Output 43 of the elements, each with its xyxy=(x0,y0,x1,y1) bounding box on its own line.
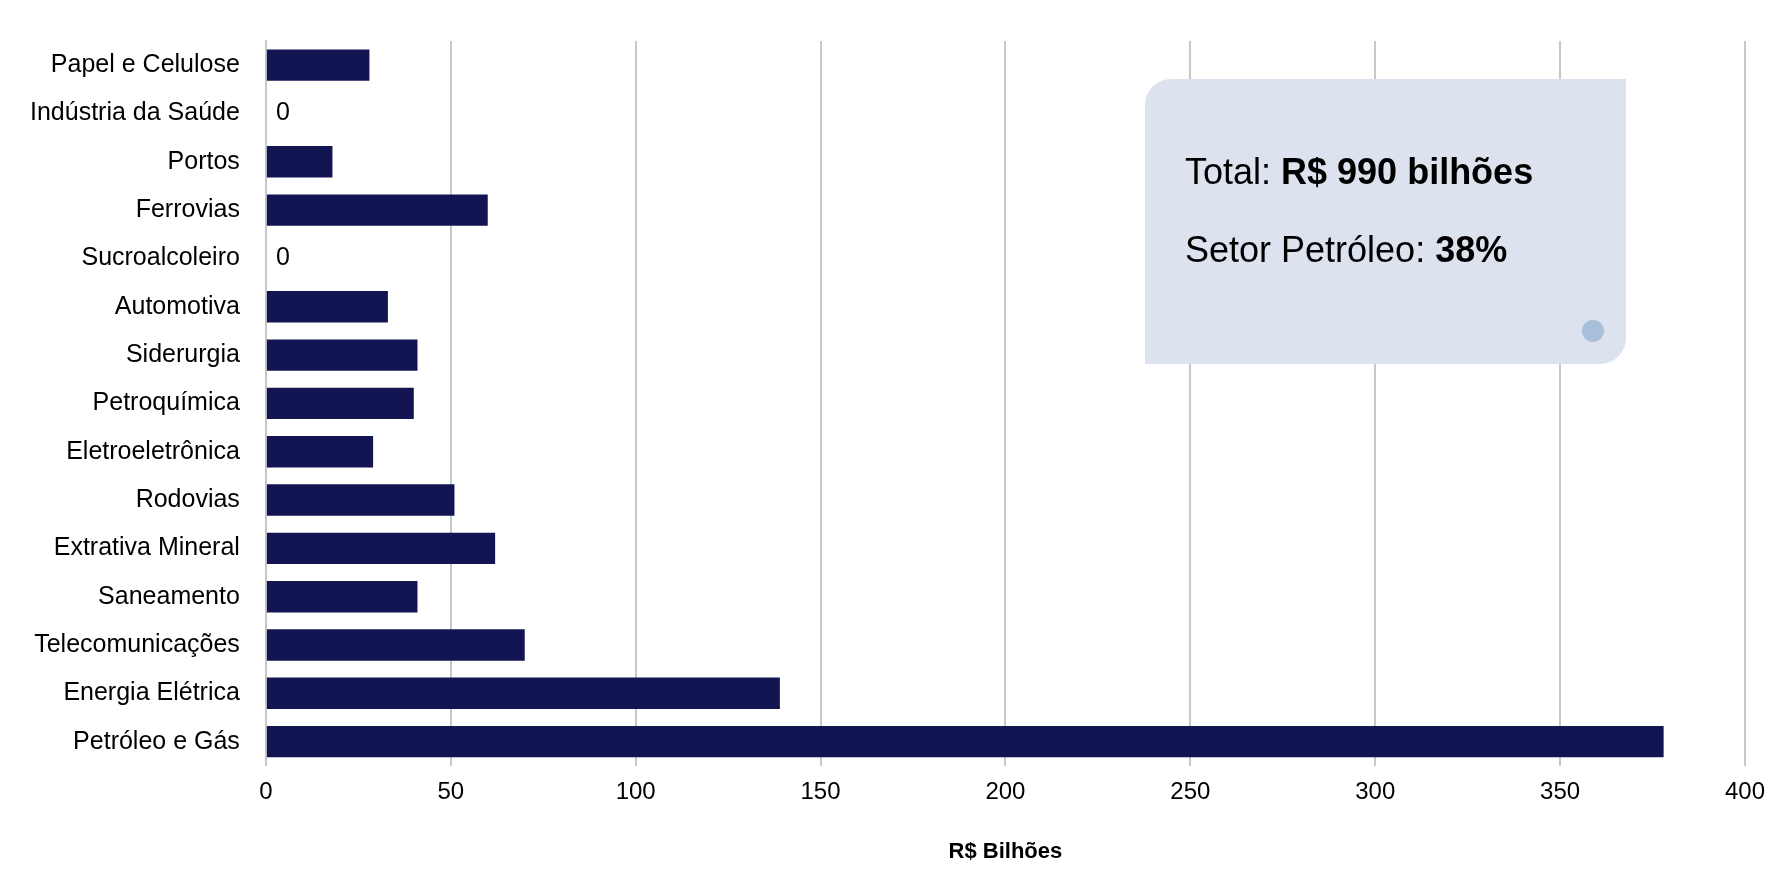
x-tick-label: 250 xyxy=(1170,776,1211,804)
bar xyxy=(266,580,418,613)
bar xyxy=(266,49,370,81)
y-tick-label: Extrativa Mineral xyxy=(53,532,240,561)
x-tick-label: 100 xyxy=(615,776,656,804)
bar xyxy=(266,194,488,226)
y-tick-label: Indústria da Saúde xyxy=(29,97,240,126)
y-tick-label: Energia Elétrica xyxy=(63,677,240,706)
x-tick-label: 0 xyxy=(259,776,273,804)
x-tick-label: 50 xyxy=(437,776,465,804)
x-tick-label: 200 xyxy=(985,776,1026,804)
data-label: 0 xyxy=(275,242,290,271)
y-tick-label: Automotiva xyxy=(114,290,240,319)
y-tick-label: Ferrovias xyxy=(135,194,240,223)
y-tick-label: Petróleo e Gás xyxy=(73,725,240,754)
bar xyxy=(266,291,388,323)
bar xyxy=(266,387,414,420)
bar xyxy=(266,339,418,371)
y-tick-label: Sucroalcoleiro xyxy=(81,242,240,271)
y-tick-label: Eletroeletrônica xyxy=(66,435,240,464)
x-tick-label: 350 xyxy=(1540,776,1581,804)
x-axis-title: R$ Bilhões xyxy=(948,837,1063,863)
y-tick-label: Rodovias xyxy=(135,483,240,512)
bar xyxy=(266,629,525,661)
bar xyxy=(266,436,374,468)
y-tick-label: Papel e Celulose xyxy=(50,49,240,78)
bar xyxy=(266,532,496,565)
y-tick-label: Portos xyxy=(167,145,240,174)
data-label: 0 xyxy=(275,97,290,126)
y-tick-label: Petroquímica xyxy=(92,387,240,416)
y-tick-label: Siderurgia xyxy=(125,338,240,367)
annotation: Setor Petróleo: 38% xyxy=(1185,229,1509,271)
bar xyxy=(266,146,333,178)
bar xyxy=(266,677,780,710)
x-tick-label: 300 xyxy=(1355,776,1396,804)
annotation: Total: R$ 990 bilhões xyxy=(1185,151,1535,193)
y-tick-label: Telecomunicações xyxy=(34,628,240,657)
x-tick-label: 400 xyxy=(1724,776,1765,804)
bar xyxy=(266,484,455,516)
y-tick-label: Saneamento xyxy=(98,580,240,609)
bar xyxy=(266,725,1664,758)
callout-box: Total: R$ 990 bilhões Setor Petróleo: 38% xyxy=(1145,79,1626,364)
x-tick-label: 150 xyxy=(800,776,841,804)
